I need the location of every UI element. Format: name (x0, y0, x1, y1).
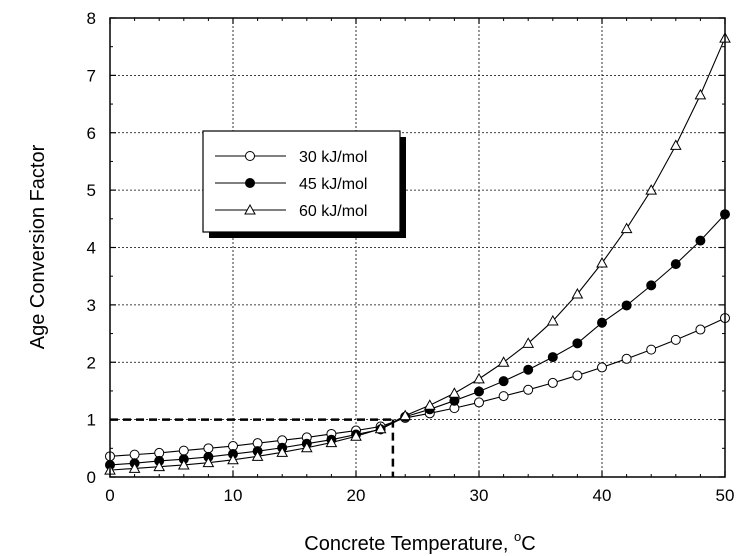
data-point (646, 280, 657, 291)
data-point (128, 462, 141, 473)
data-point (695, 324, 706, 335)
x-axis-title-degree: o (514, 529, 521, 544)
data-point (597, 362, 607, 373)
legend-marker (245, 151, 255, 161)
series-2 (104, 32, 731, 475)
legend-marker (245, 178, 255, 188)
x-tick-labels: 0 10 20 30 40 50 (105, 486, 734, 505)
data-point (374, 422, 387, 434)
reference-lines (110, 418, 395, 477)
data-point (153, 460, 166, 472)
series-layer (104, 32, 731, 475)
legend-entry: 60 kJ/mol (215, 203, 367, 220)
data-point (448, 387, 461, 398)
data-point (523, 364, 534, 375)
data-point (474, 386, 484, 397)
data-point (547, 377, 558, 388)
x-tick-label: 10 (224, 486, 243, 505)
series-line (109, 213, 726, 466)
data-point (177, 458, 190, 470)
data-point (621, 300, 632, 311)
data-point (620, 222, 633, 234)
data-point (572, 370, 583, 381)
grid (110, 18, 725, 477)
x-tick-label: 20 (347, 486, 366, 505)
legend-entry: 45 kJ/mol (215, 176, 367, 193)
data-point (694, 88, 707, 100)
data-point (227, 453, 239, 465)
data-point (572, 338, 583, 349)
data-point (621, 353, 632, 364)
y-tick-label: 4 (87, 239, 96, 258)
data-point (251, 450, 264, 461)
y-tick-label: 3 (87, 296, 96, 315)
data-point (670, 259, 681, 270)
data-point (203, 443, 214, 454)
y-tick-label: 8 (87, 9, 96, 28)
data-point (522, 337, 535, 348)
data-point (202, 456, 215, 468)
data-point (399, 409, 412, 421)
data-point (498, 391, 509, 402)
data-point (423, 399, 436, 410)
data-point (300, 441, 313, 453)
data-point (523, 384, 534, 395)
series-1 (105, 209, 730, 470)
data-point (546, 314, 559, 326)
series-line (109, 317, 726, 457)
series-line (109, 37, 726, 471)
data-point (596, 256, 608, 268)
data-point (474, 397, 484, 408)
y-axis-title: Age Conversion Factor (27, 144, 49, 349)
legend: 30 kJ/mol 45 kJ/mol 60 kJ/mol (202, 130, 406, 238)
data-point (498, 376, 509, 387)
x-tick-label: 30 (470, 486, 489, 505)
data-point (547, 352, 558, 363)
y-tick-label: 5 (87, 181, 96, 200)
y-tick-labels: 0 1 2 3 4 5 6 7 8 (87, 9, 96, 487)
data-point (669, 139, 682, 150)
data-point (497, 356, 510, 367)
legend-entry: 30 kJ/mol (215, 149, 367, 166)
y-tick-label: 1 (87, 411, 96, 430)
x-tick-label: 40 (593, 486, 612, 505)
legend-marker (244, 203, 256, 215)
y-tick-label: 2 (87, 353, 96, 372)
data-point (571, 287, 584, 299)
data-point (129, 449, 140, 460)
data-point (646, 344, 657, 355)
legend-label: 45 kJ/mol (299, 176, 367, 193)
legend-label: 60 kJ/mol (299, 203, 367, 220)
x-axis-title: Concrete Temperature, oC (304, 529, 535, 555)
data-point (645, 184, 658, 195)
ticks (109, 17, 726, 478)
legend-label: 30 kJ/mol (299, 149, 367, 166)
data-point (178, 445, 189, 456)
x-tick-label: 50 (716, 486, 735, 505)
y-tick-label: 6 (87, 124, 96, 143)
data-point (325, 436, 338, 448)
x-axis-title-unit: C (521, 533, 535, 555)
data-point (695, 235, 706, 246)
y-tick-label: 0 (87, 468, 96, 487)
data-point (597, 317, 607, 328)
data-point (350, 430, 362, 441)
series-0 (105, 313, 730, 462)
legend-box (202, 130, 401, 233)
data-point (276, 446, 289, 457)
y-tick-label: 7 (87, 66, 96, 85)
data-point (473, 372, 485, 384)
x-tick-label: 0 (105, 486, 114, 505)
x-axis-title-text: Concrete Temperature, (304, 533, 514, 555)
data-point (670, 334, 681, 345)
